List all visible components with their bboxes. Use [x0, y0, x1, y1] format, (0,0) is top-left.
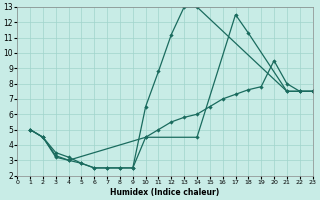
X-axis label: Humidex (Indice chaleur): Humidex (Indice chaleur) — [110, 188, 220, 197]
